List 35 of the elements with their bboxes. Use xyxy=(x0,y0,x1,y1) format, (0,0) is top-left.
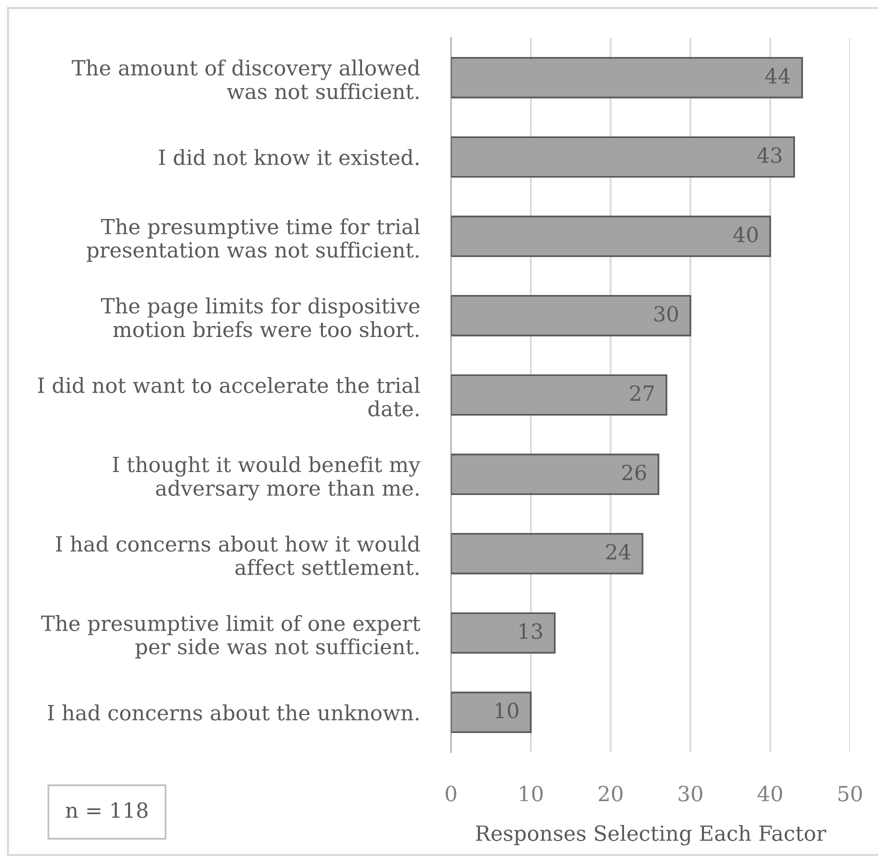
x-axis-title: Responses Selecting Each Factor xyxy=(476,824,826,846)
data-label: 27 xyxy=(630,385,654,401)
bar xyxy=(451,533,644,574)
y-tick-label: The presumptive time for trial presentation was not sufficient. xyxy=(86,218,420,262)
y-tick-label: The page limits for dispositive motion briefs were too short. xyxy=(101,298,420,338)
bar xyxy=(451,295,692,336)
data-label: 26 xyxy=(622,464,646,480)
bar xyxy=(451,612,556,654)
bar xyxy=(451,57,803,98)
text: n = 118 xyxy=(66,802,148,818)
y-tick-label: I thought it would benefit my adversary more than me. xyxy=(112,456,420,500)
y-tick-label: The amount of discovery allowed was not sufficient. xyxy=(72,60,420,100)
x-tick-label: 50 xyxy=(838,786,862,802)
bar xyxy=(451,454,660,495)
x-tick-label: 0 xyxy=(446,786,456,802)
x-tick-label: 40 xyxy=(758,786,782,802)
x-tick-label: 20 xyxy=(598,786,622,802)
data-label: 44 xyxy=(765,68,790,84)
x-tick-label: 10 xyxy=(520,786,543,802)
data-label: 10 xyxy=(496,702,518,718)
data-label: 43 xyxy=(757,147,782,164)
data-label: 30 xyxy=(654,306,678,322)
y-tick-label: I did not want to accelerate the trial date. xyxy=(38,377,420,416)
y-tick-label: I did not know it existed. xyxy=(159,149,418,166)
y-tick-label: I had concerns about how it would affect settlement. xyxy=(56,536,420,576)
data-label: 40 xyxy=(733,226,758,242)
bar xyxy=(451,374,668,416)
data-label: 24 xyxy=(606,544,630,560)
y-tick-label: The presumptive limit of one expert per side was not sufficient. xyxy=(41,615,420,658)
bar xyxy=(451,136,795,178)
y-tick-label: I had concerns about the unknown. xyxy=(48,704,418,721)
data-label: 13 xyxy=(520,623,542,640)
x-tick-label: 30 xyxy=(678,786,702,802)
bar xyxy=(451,692,532,733)
bar xyxy=(451,216,772,257)
